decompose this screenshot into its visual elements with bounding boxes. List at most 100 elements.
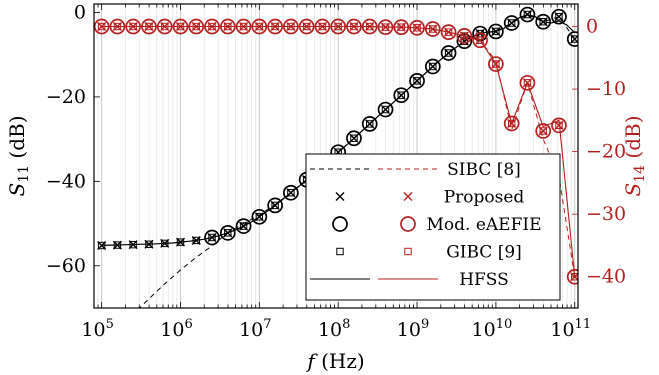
s14-proposed-marker	[365, 22, 375, 32]
s14-proposed-marker	[175, 22, 185, 32]
s11-proposed-marker	[365, 119, 375, 129]
legend-box	[305, 153, 561, 301]
s14-proposed-marker	[97, 22, 107, 32]
s11-eaefie-marker	[267, 197, 283, 214]
s14-proposed-marker	[254, 22, 264, 32]
s14-gibc-marker	[476, 36, 484, 44]
s11-eaefie-marker	[235, 218, 252, 234]
s14-proposed-marker	[381, 22, 390, 32]
s11-proposed-marker	[396, 90, 406, 100]
s11-gibc-marker	[255, 213, 264, 221]
s14-gibc-marker	[224, 22, 232, 31]
s14-eaefie-marker	[346, 18, 362, 35]
x-tick-label: 108	[318, 317, 350, 341]
s14-proposed-marker	[270, 22, 280, 32]
s14-eaefie-marker	[566, 268, 578, 285]
s11-eaefie-marker	[456, 33, 473, 50]
s11-eaefie-marker	[535, 13, 552, 30]
s11-gibc-marker	[381, 105, 390, 114]
s11-gibc-marker	[350, 134, 358, 142]
s11-gibc-marker	[429, 62, 437, 71]
s11-gibc-marker	[492, 27, 500, 36]
s14-proposed-marker	[302, 22, 312, 32]
s14-eaefie-marker	[361, 18, 378, 35]
s11-proposed-marker	[207, 232, 217, 242]
legend-label: SIBC [8]	[447, 160, 521, 180]
s14-eaefie-marker	[94, 18, 110, 35]
y-left-tick-label: −60	[46, 255, 86, 277]
s14-gibc-marker	[492, 60, 500, 68]
s14-gibc-marker	[318, 22, 327, 31]
s14-gibc-marker	[507, 119, 516, 128]
s11-gibc-marker	[555, 12, 563, 21]
s14-eaefie-marker	[488, 56, 504, 72]
s11-proposed-marker	[444, 48, 454, 58]
s14-gibc-marker	[239, 22, 248, 31]
s11-proposed-marker	[538, 17, 548, 27]
s14-proposed-marker	[191, 22, 201, 32]
s11-proposed-marker	[270, 200, 280, 210]
y-right-tick-label: −20	[586, 141, 626, 163]
s11-gibc-marker	[523, 10, 532, 19]
s14-eaefie-marker	[393, 19, 410, 35]
s11-proposed-marker	[349, 133, 359, 143]
s11-proposed-marker	[112, 240, 122, 250]
s11-proposed-marker	[522, 10, 532, 20]
s11-gibc-marker	[444, 49, 453, 57]
s14-proposed-marker	[475, 35, 485, 45]
s14-proposed-marker	[522, 78, 532, 88]
s14-eaefie-marker	[409, 19, 425, 36]
s14-eaefie-marker	[156, 18, 173, 35]
s14-gibc-marker	[97, 22, 106, 31]
s14-gibc-marker	[113, 22, 122, 31]
s14-gibc-marker	[255, 22, 264, 31]
s14-gibc-marker	[413, 24, 421, 32]
s11-eaefie-marker	[251, 208, 268, 225]
legend-label: HFSS	[459, 270, 509, 290]
s14-proposed-marker	[396, 22, 406, 32]
y-left-tick-label: −20	[46, 86, 86, 108]
s14-eaefie-marker	[267, 18, 283, 35]
legend-swatch-s11-eaefie	[332, 216, 348, 232]
s11-proposed-marker	[191, 235, 201, 245]
s14-proposed-marker	[349, 22, 359, 32]
legend-swatch-s14-proposed	[403, 192, 413, 201]
s11-proposed-marker	[507, 18, 517, 28]
s14-gibc-marker	[271, 22, 279, 31]
s14-eaefie-marker	[235, 18, 252, 35]
s14-gibc-marker	[429, 25, 437, 33]
s11-proposed-marker	[223, 228, 233, 238]
s11-proposed-marker	[254, 212, 264, 222]
s11-proposed-marker	[175, 237, 185, 247]
s11-gibc-marker	[224, 229, 232, 237]
s14-eaefie-marker	[283, 18, 299, 35]
s14-eaefie-marker	[519, 74, 536, 91]
s14-gibc-marker	[192, 22, 200, 31]
legend-swatch-s14-eaefie	[400, 216, 416, 232]
s11-eaefie-marker	[393, 87, 410, 104]
s11-gibc-marker	[287, 189, 295, 197]
s14-eaefie-marker	[456, 28, 473, 44]
x-tick-label: 1010	[472, 317, 513, 341]
s11-proposed-marker	[128, 240, 138, 250]
s14-gibc-marker	[208, 22, 216, 31]
legend: SIBC [8] Proposed Mod. eAEFIE GIBC [9] HFSS	[305, 153, 561, 301]
s14-eaefie-marker	[472, 32, 488, 49]
s14-eaefie-marker	[503, 115, 520, 132]
s14-proposed-marker	[239, 22, 249, 32]
s14-eaefie-marker	[440, 24, 457, 40]
s14-proposed-marker	[286, 22, 296, 32]
s14-proposed-marker	[317, 22, 327, 32]
s14-proposed-marker	[333, 22, 343, 32]
s11-proposed-marker	[160, 238, 170, 248]
s11-gibc-marker	[145, 240, 153, 248]
s14-gibc-marker	[161, 22, 169, 31]
s14-gibc-marker	[350, 22, 358, 31]
s14-eaefie-marker	[188, 18, 205, 35]
s11-proposed-marker	[412, 76, 422, 86]
x-tick-label: 107	[239, 317, 271, 341]
s14-proposed-marker	[144, 22, 154, 32]
s11-eaefie-marker	[519, 6, 536, 23]
axes-ticks: 105 106 107 108 109 1010 1011 0 −20 −40 −60 0 −10 −20…	[46, 1, 626, 341]
s14-eaefie-marker	[424, 21, 441, 37]
